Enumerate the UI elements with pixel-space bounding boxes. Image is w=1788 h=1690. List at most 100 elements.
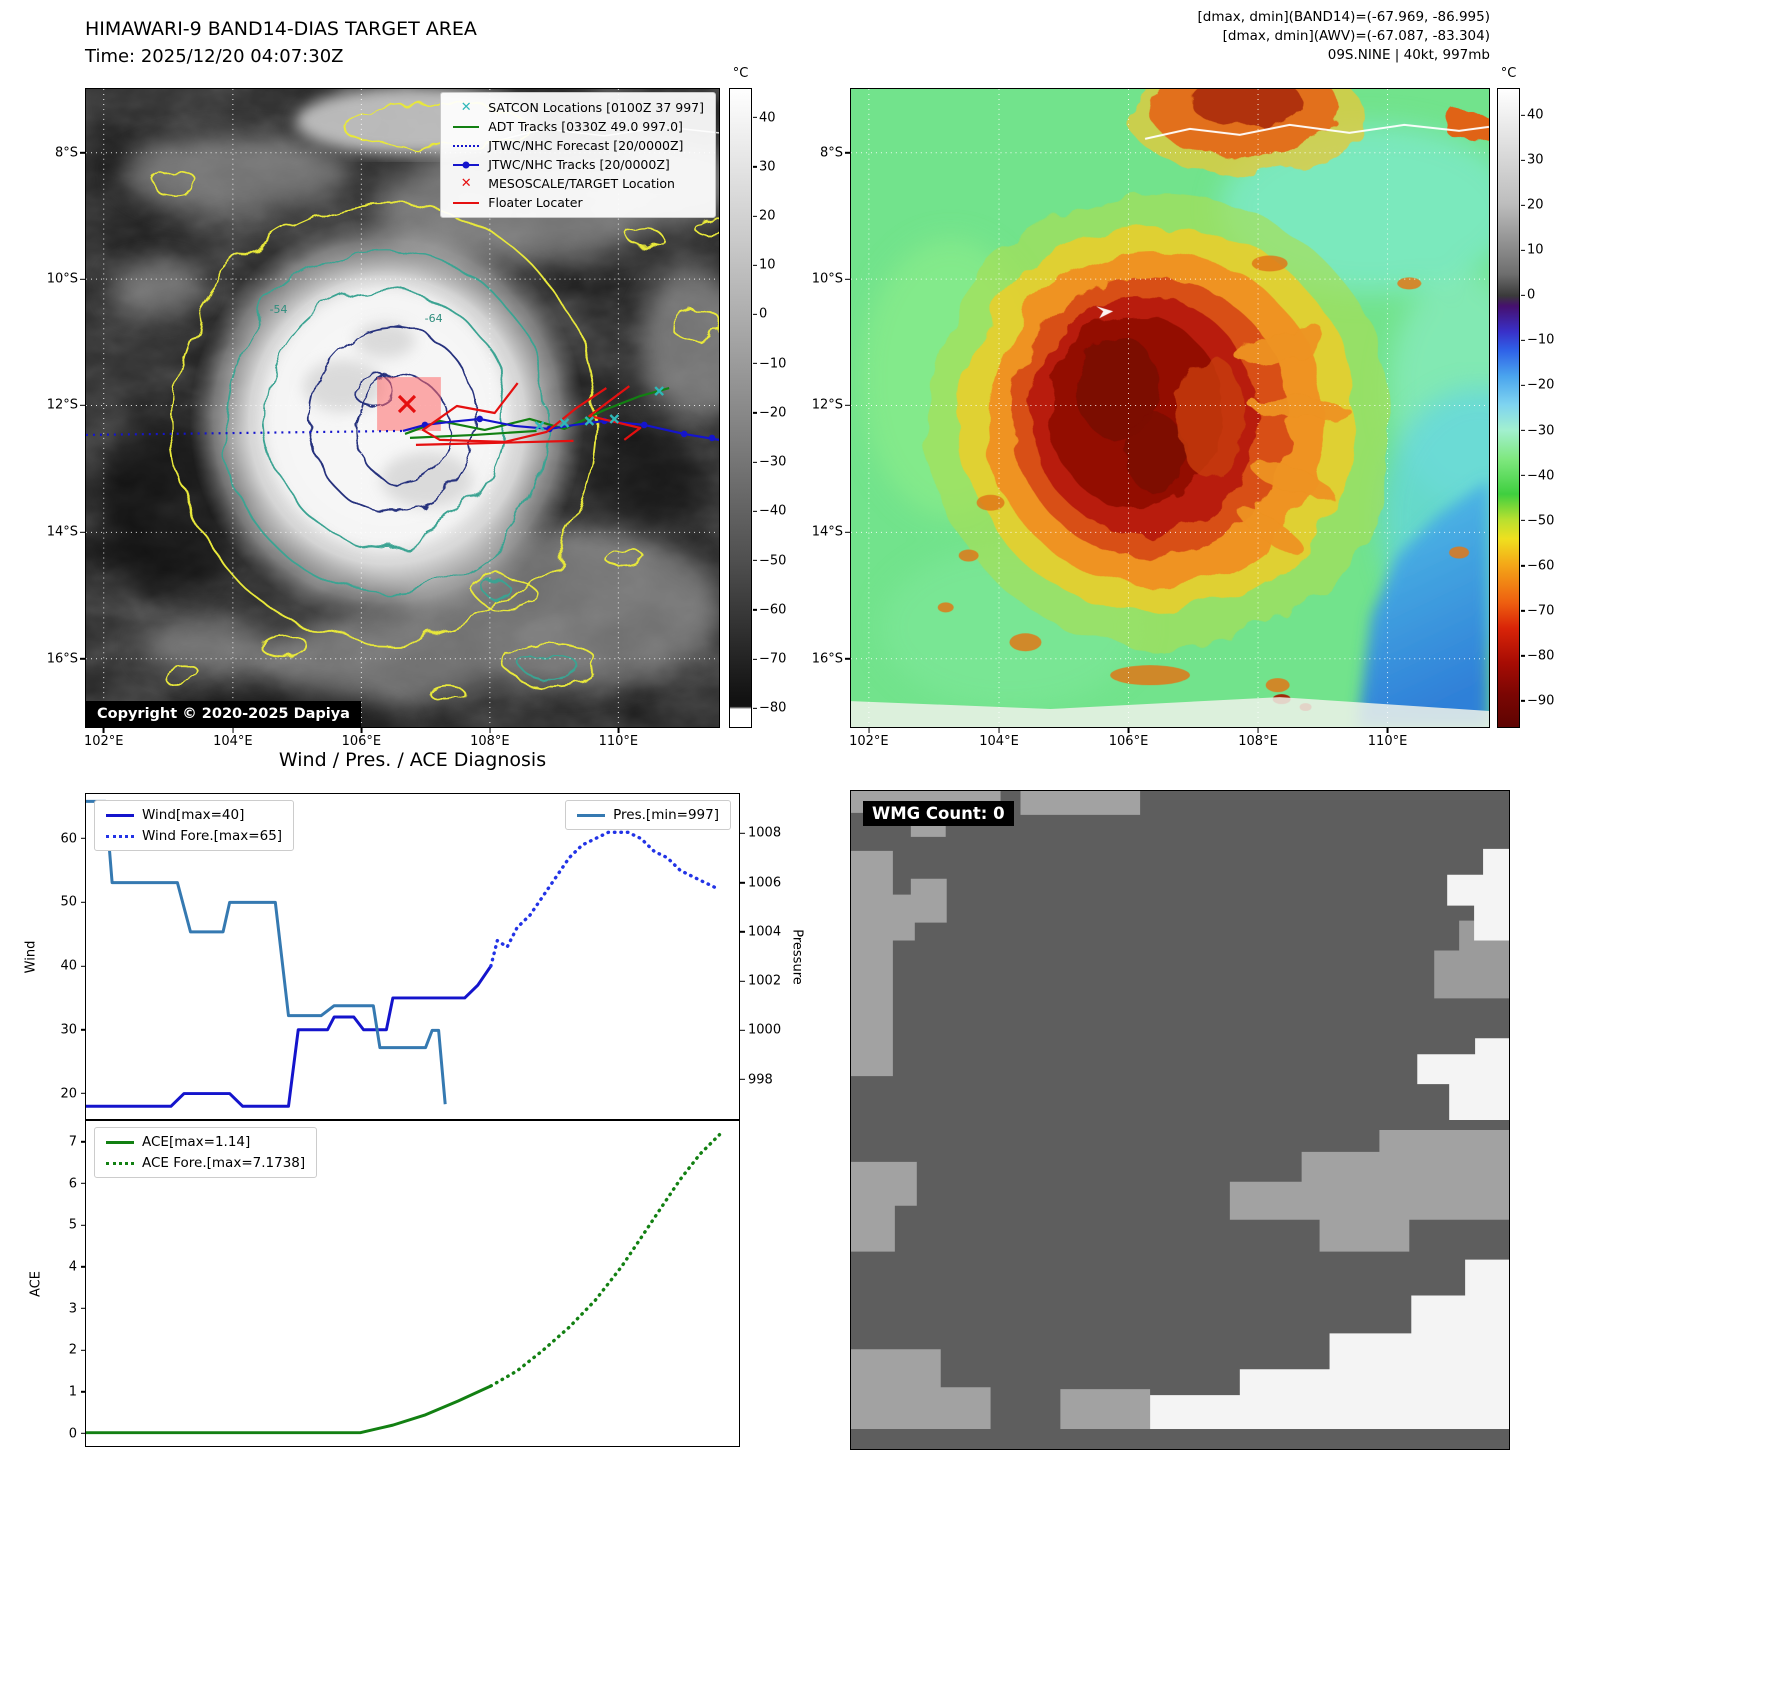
colorbar-unit-label: °C (1500, 66, 1517, 81)
legend-label: ACE[max=1.14] (142, 1134, 251, 1150)
series-wind-max-40- (86, 965, 493, 1108)
ace-plot-area (86, 1133, 722, 1435)
diagnosis-title: Wind / Pres. / ACE Diagnosis (278, 749, 547, 771)
y-axis-tick-label: 50 (60, 894, 77, 910)
legend-item: Floater Locater (452, 195, 704, 210)
legend-item: Wind[max=40] (106, 807, 282, 823)
lon-tick-label: 104°E (213, 734, 253, 749)
x-marker: ✕ (460, 100, 472, 115)
legend-label: JTWC/NHC Forecast [20/0000Z] (488, 138, 684, 153)
series-ace-fore-max-7-1738- (489, 1133, 722, 1388)
contour-value-label: -64 (424, 312, 443, 326)
chart-legend: Pres.[min=997] (565, 800, 731, 830)
y-axis-tick-label: 6 (68, 1176, 77, 1191)
storm-inner-texture (303, 322, 473, 508)
colorbar-gradient (1497, 88, 1520, 728)
coastline (1144, 123, 1489, 140)
band14-colorbar: °C 40 30 20 10 0 −10 −20 −30 −40 −50 −60 −70 −80 (729, 66, 786, 728)
band14-map-panel: ✕ SATCON Locations [0100Z 37 997] ADT Trac… (47, 88, 720, 749)
metrics-annotations: [dmax, dmin](BAND14)=(-67.969, -86.995) … (1198, 8, 1490, 65)
legend-item: Pres.[min=997] (577, 807, 719, 823)
temp-contour-teal-small (481, 581, 580, 681)
awv-dmax-dmin: [dmax, dmin](AWV)=(-67.087, -83.304) (1222, 28, 1490, 45)
lat-tick-label: 8°S (54, 145, 78, 161)
lat-tick-label: 14°S (811, 524, 843, 540)
legend-item: JTWC/NHC Forecast [20/0000Z] (452, 138, 704, 153)
wind-pressure-plot-area (86, 799, 722, 1108)
lon-tick-label: 104°E (979, 734, 1019, 749)
legend-item: Wind Fore.[max=65] (106, 828, 282, 844)
y-axis-tick-label: 30 (60, 1022, 77, 1038)
y-axis-tick-label: 1 (68, 1384, 77, 1400)
line-marker (452, 121, 480, 133)
band14-dmax-dmin: [dmax, dmin](BAND14)=(-67.969, -86.995) (1197, 9, 1490, 25)
legend-item: ✕ MESOSCALE/TARGET Location (452, 176, 704, 191)
y-axis-tick-label: 4 (68, 1259, 77, 1275)
colorbar-tick-label: 30 (759, 159, 776, 175)
series-wind-fore-max-65- (489, 830, 722, 968)
colorbar-tick-label: −70 (1527, 603, 1555, 619)
line-marker (577, 809, 606, 821)
north-cloud-cluster (1127, 89, 1489, 175)
wind-axis-label: Wind (23, 940, 39, 973)
lat-tick-label: 10°S (811, 271, 843, 287)
colorbar-tick-label: −60 (759, 602, 787, 618)
legend-label: ADT Tracks [0330Z 49.0 997.0] (488, 119, 683, 134)
lon-tick-label: 108°E (1238, 734, 1278, 749)
awv-satellite-image (851, 89, 1489, 727)
latlon-grid (86, 89, 719, 727)
legend-label: Floater Locater (488, 195, 583, 210)
lat-tick-label: 14°S (46, 524, 78, 540)
page-title: HIMAWARI-9 BAND14-DIAS TARGET AREA (85, 18, 477, 40)
lon-tick-label: 106°E (1108, 734, 1149, 749)
copyright-badge: Copyright © 2020-2025 Dapiya (86, 701, 361, 727)
legend-item: JTWC/NHC Tracks [20/0000Z] (452, 157, 704, 172)
awv-colorbar: °C 40 30 20 10 0 −10 −20 −30 −40 −50 −60 −70 −80 −90 (1497, 66, 1554, 728)
satcon-x-markers (534, 386, 665, 431)
colorbar-tick-label: 0 (1527, 287, 1536, 303)
colorbar-tick-label: 10 (759, 257, 776, 273)
awv-map-panel: 102°E 104°E 106°E 108°E 110°E 8°S 10°S 12°S 14°S… (812, 88, 1490, 749)
temp-contour-teal (221, 248, 549, 592)
storm-id-intensity: 09S.NINE | 40kt, 997mb (1327, 47, 1490, 64)
wmg-count-badge: WMG Count: 0 (863, 801, 1014, 826)
legend-label: SATCON Locations [0100Z 37 997] (488, 100, 704, 115)
colorbar-tick-label: −20 (759, 405, 787, 421)
line-marker (452, 159, 480, 171)
wmg-panel: WMG Count: 0 (850, 790, 1510, 1450)
series-ace-max-1-14- (86, 1384, 492, 1435)
y-axis-tick-label: 40 (60, 958, 77, 974)
colorbar-tick-label: −50 (759, 553, 787, 569)
lon-tick-label: 106°E (341, 734, 382, 749)
colorbar-tick-label: 20 (759, 208, 776, 224)
colorbar-tick-label: 40 (759, 110, 776, 126)
y-axis-tick-label: 2 (68, 1342, 77, 1358)
legend-item: ACE Fore.[max=7.1738] (106, 1155, 305, 1171)
y-axis-tick-label: 60 (60, 831, 77, 847)
colorbar-tick-label: −60 (1527, 558, 1555, 574)
lon-tick-label: 102°E (83, 734, 124, 749)
lon-tick-label: 110°E (598, 734, 639, 749)
contour-value-label: -54 (269, 302, 288, 316)
colorbar-tick-label: −40 (1527, 468, 1555, 484)
lat-tick-label: 12°S (46, 397, 78, 413)
colorbar-tick-label: −80 (1527, 648, 1555, 664)
colorbar-tick-label: −30 (1527, 423, 1555, 439)
ace-chart: ACE 0 1 2 3 4 5 6 7 ACE[max=1.14] ACE Fore.[max=7… (29, 1120, 740, 1447)
legend-label: Pres.[min=997] (613, 807, 719, 823)
y-axis-tick-label: 1000 (748, 1022, 782, 1038)
colorbar-tick-label: 40 (1527, 107, 1544, 123)
y-axis-tick-label: 20 (60, 1086, 77, 1101)
track-overlays (86, 377, 719, 446)
storm-core-blob (927, 193, 1393, 649)
lat-tick-label: 10°S (46, 271, 78, 287)
chart-legend: Wind[max=40] Wind Fore.[max=65] (94, 800, 295, 851)
dry-slot-region (1357, 479, 1489, 727)
y-axis-tick-label: 1006 (748, 875, 782, 891)
lon-tick-label: 102°E (849, 734, 889, 749)
series-pres-min-997- (86, 799, 447, 1105)
pressure-axis-label: Pressure (789, 928, 805, 985)
y-axis-tick-label: 1008 (748, 825, 782, 841)
chart-legend: ACE[max=1.14] ACE Fore.[max=7.1738] (94, 1127, 318, 1178)
y-axis-tick-label: 0 (68, 1426, 77, 1441)
